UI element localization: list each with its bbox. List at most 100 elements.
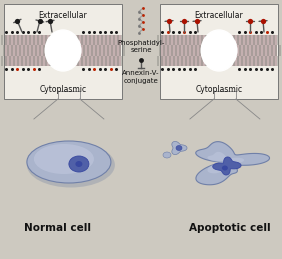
Bar [51, 45, 53, 56]
Bar [103, 45, 105, 56]
Bar [211, 45, 213, 56]
Ellipse shape [27, 142, 115, 188]
Bar [43, 45, 45, 56]
Bar [35, 45, 37, 56]
Bar [69, 56, 71, 66]
Polygon shape [172, 141, 187, 155]
Bar [189, 35, 191, 45]
Bar [197, 56, 199, 66]
Bar [247, 45, 249, 56]
Bar [105, 56, 107, 66]
Bar [255, 45, 257, 56]
Bar [121, 56, 123, 66]
Bar [83, 45, 85, 56]
Bar [109, 35, 111, 45]
Bar [161, 35, 163, 45]
Bar [249, 56, 251, 66]
Ellipse shape [222, 166, 228, 170]
Bar [209, 35, 211, 45]
Bar [65, 56, 67, 66]
Bar [185, 35, 187, 45]
Bar [265, 56, 267, 66]
Text: Cytoplasmic: Cytoplasmic [39, 85, 87, 94]
Bar [55, 45, 57, 56]
Bar [205, 56, 207, 66]
Bar [75, 45, 77, 56]
Bar [73, 35, 75, 45]
Bar [97, 35, 99, 45]
Bar [273, 56, 275, 66]
Bar [175, 45, 177, 56]
Bar [214, 91, 236, 99]
Text: Normal cell: Normal cell [24, 223, 91, 233]
Bar [13, 35, 15, 45]
Bar [217, 35, 219, 45]
Bar [253, 35, 255, 45]
Bar [261, 56, 263, 66]
Bar [181, 35, 183, 45]
Bar [233, 56, 235, 66]
Bar [13, 56, 15, 66]
Bar [261, 35, 263, 45]
Bar [183, 45, 185, 56]
Bar [117, 56, 119, 66]
Bar [93, 56, 95, 66]
Bar [221, 56, 223, 66]
Text: Cytoplasmic: Cytoplasmic [195, 85, 243, 94]
Bar [53, 35, 55, 45]
Bar [81, 56, 83, 66]
Bar [197, 35, 199, 45]
Bar [189, 56, 191, 66]
Bar [37, 35, 39, 45]
Bar [58, 91, 80, 99]
Bar [57, 56, 59, 66]
Bar [169, 35, 171, 45]
Bar [9, 35, 11, 45]
Bar [223, 45, 225, 56]
Bar [101, 35, 103, 45]
Bar [5, 56, 7, 66]
Bar [29, 56, 31, 66]
Bar [101, 56, 103, 66]
Bar [231, 45, 233, 56]
Bar [271, 45, 273, 56]
Bar [277, 35, 279, 45]
Bar [27, 45, 29, 56]
Bar [225, 56, 227, 66]
Bar [57, 35, 59, 45]
Bar [217, 56, 219, 66]
Bar [245, 56, 247, 66]
Ellipse shape [27, 141, 111, 183]
Bar [1, 56, 3, 66]
Bar [171, 45, 173, 56]
Bar [93, 35, 95, 45]
Bar [117, 35, 119, 45]
Bar [235, 45, 237, 56]
Bar [237, 35, 239, 45]
Bar [229, 56, 231, 66]
Bar [113, 56, 115, 66]
Ellipse shape [176, 146, 182, 150]
Bar [1, 35, 3, 45]
Text: Annexin-V-
conjugate: Annexin-V- conjugate [122, 70, 160, 83]
Bar [191, 45, 193, 56]
Bar [257, 56, 259, 66]
Polygon shape [196, 142, 270, 185]
Bar [259, 45, 261, 56]
Bar [203, 45, 205, 56]
Bar [201, 35, 203, 45]
Bar [5, 35, 121, 66]
Bar [185, 56, 187, 66]
Bar [279, 45, 281, 56]
Bar [225, 35, 227, 45]
Bar [91, 45, 93, 56]
Bar [29, 35, 31, 45]
Bar [77, 35, 79, 45]
Bar [63, 45, 65, 56]
Bar [157, 35, 159, 45]
Bar [21, 56, 23, 66]
Bar [215, 45, 217, 56]
Bar [85, 35, 87, 45]
Bar [49, 35, 51, 45]
Bar [119, 45, 121, 56]
